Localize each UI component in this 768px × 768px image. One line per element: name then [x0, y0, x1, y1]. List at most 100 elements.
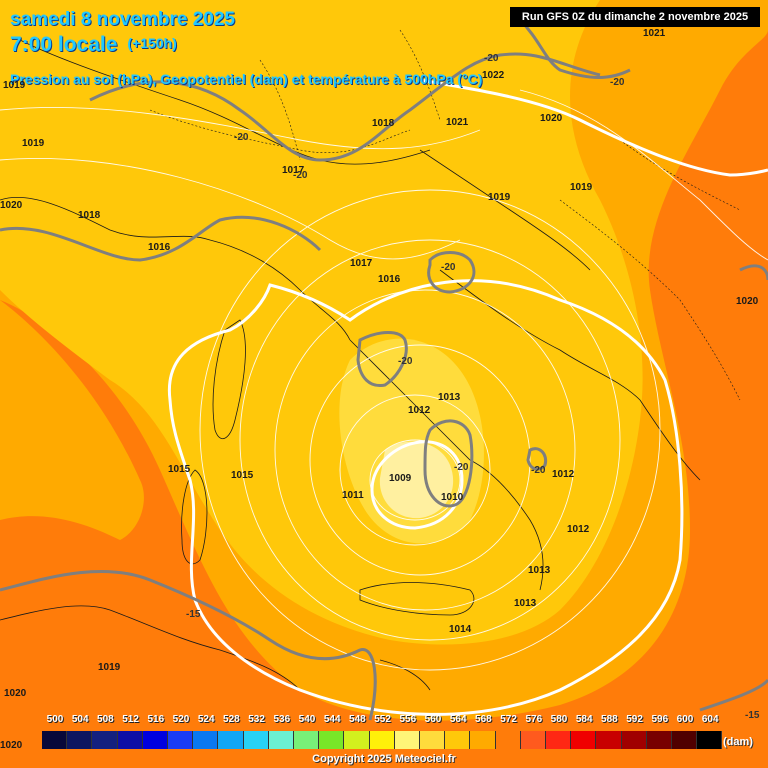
- pressure-label: 1015: [231, 470, 254, 481]
- pressure-label: 1019: [3, 80, 26, 91]
- legend-swatch: [596, 731, 622, 749]
- temperature-label: -20: [293, 170, 308, 181]
- pressure-label: 1019: [98, 662, 121, 673]
- pressure-label: 1016: [378, 274, 401, 285]
- pressure-label: 1013: [528, 565, 551, 576]
- map-subtitle: Pression au sol (hPa), Geopotentiel (dam…: [10, 71, 483, 87]
- pressure-label: 1022: [482, 70, 505, 81]
- legend-swatch: [520, 731, 546, 749]
- pressure-label: 1013: [438, 392, 461, 403]
- pressure-label: 1019: [22, 138, 45, 149]
- isotherms: [0, 18, 768, 721]
- legend-label: 524: [197, 714, 215, 725]
- legend-label: 600: [676, 714, 694, 725]
- forecast-date: samedi 8 novembre 2025: [10, 9, 235, 30]
- temperature-label: -20: [610, 77, 625, 88]
- legend-label: 560: [424, 714, 442, 725]
- legend-label: 504: [71, 714, 89, 725]
- pressure-label: 1018: [372, 118, 395, 129]
- legend-swatch: [672, 731, 698, 749]
- temperature-label: -20: [234, 132, 249, 143]
- legend-unit: (dam): [723, 736, 753, 748]
- legend-label: 528: [223, 714, 240, 725]
- legend-swatch: [697, 731, 723, 749]
- legend-swatch: [117, 731, 143, 749]
- legend-swatch: [495, 731, 521, 749]
- band-564: [0, 0, 643, 645]
- legend-label: 588: [601, 714, 618, 725]
- pressure-label: 1010: [441, 492, 464, 503]
- pressure-label: 1014: [449, 624, 472, 635]
- legend-swatch: [294, 731, 320, 749]
- legend-swatch: [193, 731, 219, 749]
- legend-label: 592: [626, 714, 643, 725]
- legend-label: 500: [46, 714, 64, 725]
- geopotential-552-north: [419, 78, 768, 177]
- pressure-label: 1011: [342, 490, 364, 501]
- pressure-label: 1012: [567, 524, 590, 535]
- legend-label: 604: [701, 714, 719, 725]
- legend-swatch: [470, 731, 496, 749]
- local-time: 7:00 locale: [10, 33, 118, 56]
- pressure-label: 1016: [148, 242, 171, 253]
- legend-label: 552: [374, 714, 391, 725]
- pressure-label: 1020: [0, 740, 23, 751]
- legend-label: 596: [651, 714, 669, 725]
- legend-swatch: [168, 731, 194, 749]
- legend-swatch: [142, 731, 168, 749]
- pressure-label: 1020: [736, 296, 759, 307]
- pressure-label: 1018: [78, 210, 101, 221]
- pressure-label: 1020: [4, 688, 27, 699]
- pressure-label: 1015: [168, 464, 191, 475]
- pressure-label: 1020: [540, 113, 563, 124]
- pressure-label: 1021: [446, 117, 469, 128]
- legend-label: 576: [525, 714, 543, 725]
- legend-swatch: [344, 731, 370, 749]
- legend-swatch: [445, 731, 471, 749]
- pressure-label: 1013: [514, 598, 537, 609]
- temperature-label: -20: [441, 262, 456, 273]
- legend-label: 572: [500, 714, 517, 725]
- geopotential-552-ring: [370, 440, 464, 530]
- legend-swatch: [243, 731, 269, 749]
- legend-label: 516: [147, 714, 165, 725]
- legend-label: 564: [449, 714, 467, 725]
- legend-label: 512: [122, 714, 139, 725]
- isobars: [0, 89, 768, 671]
- temperature-label: -15: [745, 710, 760, 721]
- legend-label: 568: [475, 714, 492, 725]
- legend-swatch: [319, 731, 345, 749]
- temperature-label: -15: [186, 609, 201, 620]
- temperature-label: -20: [398, 356, 413, 367]
- legend-label: 540: [298, 714, 316, 725]
- legend-swatch: [394, 731, 420, 749]
- temperature-label: -20: [454, 462, 469, 473]
- borders: [149, 29, 741, 401]
- run-info: Run GFS 0Z du dimanche 2 novembre 2025: [510, 7, 760, 27]
- pressure-label: 1017: [350, 258, 373, 269]
- lead-time: (+150h): [127, 35, 177, 51]
- pressure-label: 1020: [0, 200, 23, 211]
- legend-label: 548: [349, 714, 366, 725]
- legend-swatch: [42, 731, 68, 749]
- forecast-time: 7:00 locale (+150h): [10, 33, 177, 57]
- pressure-label: 1012: [552, 469, 575, 480]
- legend-swatch: [646, 731, 672, 749]
- legend-label: 580: [550, 714, 568, 725]
- legend-label: 508: [97, 714, 114, 725]
- legend-swatch: [268, 731, 294, 749]
- pressure-label: 1019: [488, 192, 511, 203]
- pressure-label: 1019: [570, 182, 593, 193]
- legend-swatch: [67, 731, 93, 749]
- copyright: Copyright 2025 Meteociel.fr: [312, 753, 456, 765]
- pressure-label: 1012: [408, 405, 431, 416]
- band-568-left: [0, 300, 144, 540]
- legend-swatch: [621, 731, 647, 749]
- legend-label: 532: [248, 714, 265, 725]
- legend-swatch: [369, 731, 395, 749]
- legend-label: 556: [399, 714, 417, 725]
- temperature-label: -20: [531, 465, 546, 476]
- legend-swatch: [420, 731, 446, 749]
- legend-swatch: [92, 731, 118, 749]
